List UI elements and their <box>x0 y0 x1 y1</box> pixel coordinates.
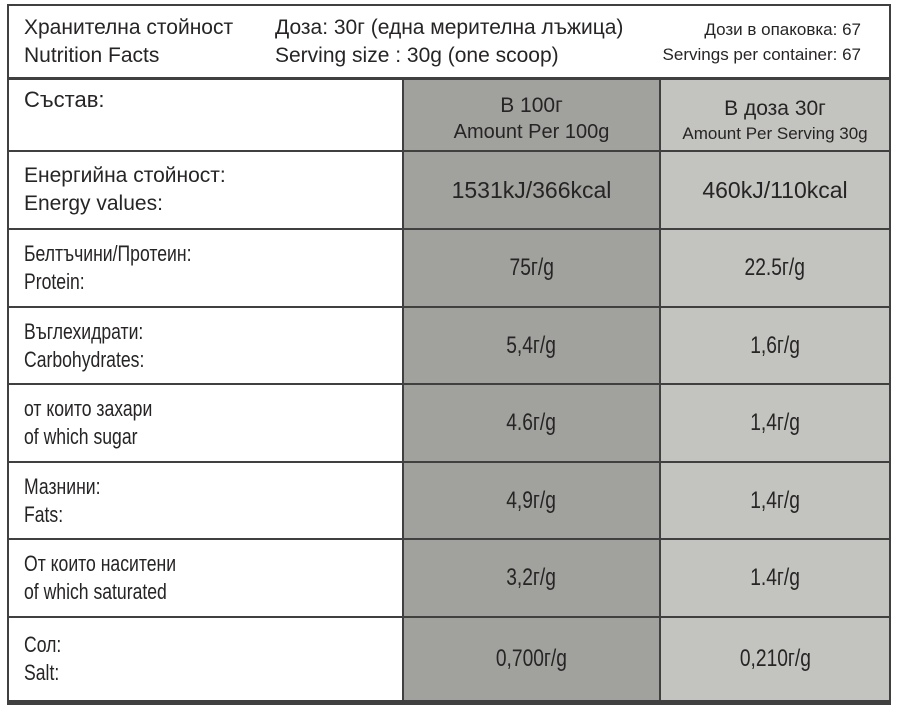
label-title: Хранителна стойност Nutrition Facts <box>9 14 267 70</box>
row-fats-label-en: Fats: <box>24 501 64 527</box>
row-carbohydrates-per-100g-value: 5,4г/g <box>506 331 557 359</box>
row-saturated-label-bg: От които наситени <box>24 551 177 576</box>
servings-per-container: Дози в опаковка: 67 Servings per contain… <box>639 17 889 67</box>
row-energy-per-100g-value: 1531kJ/366kcal <box>451 176 612 203</box>
row-protein-label: Белтъчини/Протеин: Protein: <box>9 228 402 306</box>
label-header: Хранителна стойност Nutrition Facts Доза… <box>9 6 889 77</box>
label-title-bg: Хранителна стойност <box>24 15 234 39</box>
row-carbohydrates-label-bg: Въглехидрати: <box>24 318 144 344</box>
composition-label: Състав: <box>24 87 105 112</box>
per-serving-header-bg: В доза 30г <box>724 97 826 120</box>
row-fats-label-bg: Мазнини: <box>24 473 101 499</box>
row-saturated-label-en: of which saturated <box>24 579 167 604</box>
row-energy-per-100g: 1531kJ/366kcal <box>402 150 659 228</box>
per-serving-header-en: Amount Per Serving 30g <box>682 124 868 143</box>
per-serving-column-header: В доза 30г Amount Per Serving 30g <box>659 77 889 150</box>
row-energy-label-bg: Енергийна стойност: <box>24 164 226 187</box>
row-carbohydrates-per-100g: 5,4г/g <box>402 306 659 383</box>
row-carbohydrates-label-en: Carbohydrates: <box>24 346 145 372</box>
row-salt-label-bg: Сол: <box>24 632 62 657</box>
row-fats-per-serving-value: 1,4г/g <box>750 486 800 514</box>
per-100g-header-en: Amount Per 100g <box>453 121 610 143</box>
row-salt-per-serving-value: 0,210г/g <box>739 645 811 672</box>
serving-size: Доза: 30г (една мерителна лъжица) Servin… <box>267 14 639 70</box>
row-fats-per-100g-value: 4,9г/g <box>506 486 557 514</box>
row-saturated-per-serving: 1.4г/g <box>659 538 889 616</box>
row-energy-per-serving: 460kJ/110kcal <box>659 150 889 228</box>
per-100g-column-header: В 100г Amount Per 100g <box>402 77 659 150</box>
row-salt-per-100g: 0,700г/g <box>402 616 659 700</box>
nutrition-facts-table: Хранителна стойност Nutrition Facts Доза… <box>7 4 891 705</box>
row-energy-label: Енергийна стойност: Energy values: <box>9 150 402 228</box>
row-protein-per-100g: 75г/g <box>402 228 659 306</box>
row-sugar-per-serving-value: 1,4г/g <box>750 409 800 436</box>
row-salt-per-serving: 0,210г/g <box>659 616 889 700</box>
per-100g-header-bg: В 100г <box>500 94 563 117</box>
row-carbohydrates-per-serving-value: 1,6г/g <box>750 331 800 359</box>
row-saturated-per-100g: 3,2г/g <box>402 538 659 616</box>
row-protein-per-serving-value: 22.5г/g <box>744 254 806 281</box>
servings-per-container-bg: Дози в опаковка: 67 <box>704 19 861 39</box>
row-sugar-per-100g: 4.6г/g <box>402 383 659 461</box>
row-saturated-per-100g-value: 3,2г/g <box>506 564 557 591</box>
serving-size-en: Serving size : 30g (one scoop) <box>275 43 559 67</box>
row-saturated-per-serving-value: 1.4г/g <box>750 564 800 591</box>
row-salt-label-en: Salt: <box>24 660 60 685</box>
row-sugar-label-en: of which sugar <box>24 424 138 449</box>
row-protein-per-100g-value: 75г/g <box>509 254 554 281</box>
label-title-en: Nutrition Facts <box>24 43 160 67</box>
row-sugar-label: от които захари of which sugar <box>9 383 402 461</box>
row-sugar-label-bg: от които захари <box>24 396 153 421</box>
row-fats-per-100g: 4,9г/g <box>402 461 659 538</box>
row-protein-per-serving: 22.5г/g <box>659 228 889 306</box>
row-salt-label: Сол: Salt: <box>9 616 402 700</box>
row-fats-per-serving: 1,4г/g <box>659 461 889 538</box>
row-sugar-per-100g-value: 4.6г/g <box>506 409 557 436</box>
row-sugar-per-serving: 1,4г/g <box>659 383 889 461</box>
row-carbohydrates-per-serving: 1,6г/g <box>659 306 889 383</box>
row-carbohydrates-label: Въглехидрати: Carbohydrates: <box>9 306 402 383</box>
row-saturated-label: От които наситени of which saturated <box>9 538 402 616</box>
row-protein-label-bg: Белтъчини/Протеин: <box>24 241 192 266</box>
row-energy-label-en: Energy values: <box>24 192 163 215</box>
composition-column-header: Състав: <box>9 77 402 150</box>
servings-per-container-en: Servings per container: 67 <box>662 44 861 64</box>
row-protein-label-en: Protein: <box>24 269 85 294</box>
row-fats-label: Мазнини: Fats: <box>9 461 402 538</box>
serving-size-bg: Доза: 30г (една мерителна лъжица) <box>275 15 624 39</box>
row-energy-per-serving-value: 460kJ/110kcal <box>702 176 848 203</box>
row-salt-per-100g-value: 0,700г/g <box>495 645 568 672</box>
